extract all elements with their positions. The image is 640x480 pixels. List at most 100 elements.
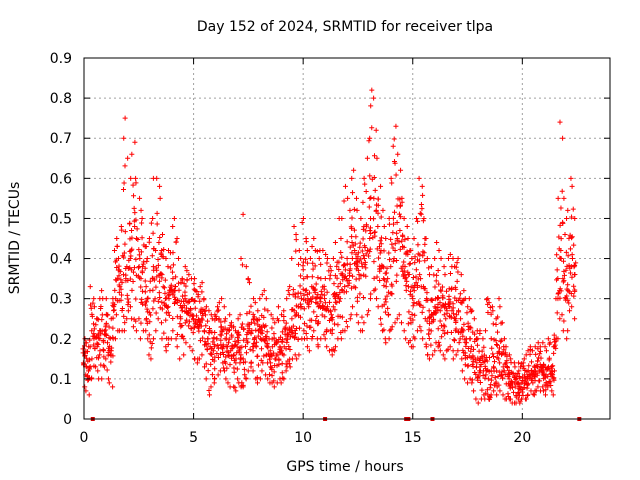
data-point <box>415 218 421 224</box>
data-point <box>360 295 366 301</box>
data-point <box>452 315 458 321</box>
data-point <box>197 298 203 304</box>
data-point <box>184 317 190 323</box>
data-point <box>392 248 398 254</box>
data-point <box>224 331 230 337</box>
data-point <box>355 267 361 273</box>
y-tick-label: 0.3 <box>50 292 72 308</box>
data-point <box>317 295 323 301</box>
data-point <box>419 183 425 189</box>
data-point <box>366 138 372 144</box>
data-point <box>297 283 303 289</box>
data-point <box>516 373 522 379</box>
data-point <box>159 299 165 305</box>
data-point <box>265 308 271 314</box>
data-point <box>214 350 220 356</box>
data-point <box>507 385 513 391</box>
data-point <box>80 346 86 352</box>
data-point <box>375 304 381 310</box>
data-point <box>405 272 411 278</box>
data-point <box>396 211 402 217</box>
data-point <box>108 359 114 365</box>
data-point <box>372 187 378 193</box>
data-point <box>177 356 183 362</box>
data-point <box>506 370 512 376</box>
data-point <box>243 264 249 270</box>
data-point <box>296 352 302 358</box>
data-point <box>347 207 353 213</box>
data-point <box>352 248 358 254</box>
data-point <box>353 285 359 291</box>
data-point <box>474 360 480 366</box>
data-point <box>304 274 310 280</box>
data-point <box>89 375 95 381</box>
data-point <box>572 287 578 293</box>
x-tick-label: 15 <box>404 430 422 446</box>
data-point <box>405 251 411 257</box>
data-point <box>465 363 471 369</box>
data-point <box>176 280 182 286</box>
data-point <box>177 314 183 320</box>
data-point <box>387 257 393 263</box>
data-point <box>381 223 387 229</box>
data-point <box>203 323 209 329</box>
data-point <box>344 256 350 262</box>
data-point <box>302 320 308 326</box>
data-point <box>426 331 432 337</box>
data-point <box>454 312 460 318</box>
data-point <box>275 304 281 310</box>
data-point <box>181 352 187 358</box>
data-point <box>291 335 297 341</box>
data-point <box>520 392 526 398</box>
data-point <box>219 329 225 335</box>
data-point <box>157 294 163 300</box>
y-tick-label: 0.5 <box>50 211 72 227</box>
data-point <box>91 342 97 348</box>
data-point <box>234 366 240 372</box>
data-point <box>137 336 143 342</box>
data-point <box>522 372 528 378</box>
data-point <box>306 290 312 296</box>
data-point <box>231 357 237 363</box>
data-point <box>178 280 184 286</box>
data-point <box>121 180 127 186</box>
data-point <box>329 352 335 358</box>
data-point <box>461 288 467 294</box>
data-point <box>401 268 407 274</box>
data-point <box>222 316 228 322</box>
data-point <box>170 262 176 268</box>
data-point <box>133 180 139 186</box>
data-point <box>116 256 122 262</box>
data-point <box>417 272 423 278</box>
data-point <box>144 306 150 312</box>
data-point <box>337 313 343 319</box>
data-point <box>251 337 257 343</box>
data-point <box>426 336 432 342</box>
data-point <box>405 321 411 327</box>
data-point <box>168 336 174 342</box>
data-point <box>565 328 571 334</box>
data-point <box>545 384 551 390</box>
data-point <box>542 392 548 398</box>
data-point <box>327 308 333 314</box>
data-point <box>560 328 566 334</box>
data-point <box>362 244 368 250</box>
data-point <box>283 346 289 352</box>
data-point <box>497 360 503 366</box>
data-point <box>238 352 244 358</box>
data-point <box>320 248 326 254</box>
data-point <box>205 341 211 347</box>
data-point <box>170 315 176 321</box>
data-point <box>355 254 361 260</box>
data-point <box>322 276 328 282</box>
data-point <box>492 375 498 381</box>
data-point <box>314 313 320 319</box>
data-point <box>496 296 502 302</box>
data-point <box>501 368 507 374</box>
data-point <box>288 330 294 336</box>
data-point <box>424 256 430 262</box>
data-point <box>154 221 160 227</box>
data-point <box>265 344 271 350</box>
data-point <box>434 272 440 278</box>
data-point <box>172 294 178 300</box>
